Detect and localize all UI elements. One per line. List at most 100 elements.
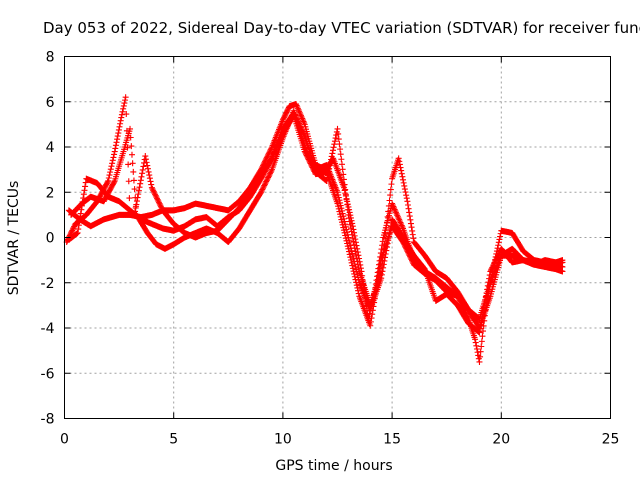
data-point [350,238,357,245]
data-point [338,216,345,223]
data-point [479,333,486,340]
data-point [337,202,344,209]
data-point [133,198,140,205]
data-point [491,259,498,266]
data-point [380,264,387,271]
data-point [353,251,360,258]
data-point [408,224,415,231]
data-point [477,353,484,360]
data-point [136,184,143,191]
data-point [125,161,132,168]
data-point [348,259,355,266]
data-point [130,168,137,175]
data-point [109,157,116,164]
data-point [340,227,347,234]
data-point [259,186,266,193]
data-point [395,155,402,162]
data-point [476,329,483,336]
data-point [264,153,271,160]
data-point [155,198,162,205]
data-point [297,124,304,131]
data-point [384,213,391,220]
data-point [152,191,159,198]
data-point [378,275,385,282]
data-point [335,203,342,210]
data-point [342,235,349,242]
data-point [378,271,385,278]
data-point [482,293,489,300]
data-point [346,218,353,225]
data-point [327,159,334,166]
data-point [78,206,85,213]
data-point [148,181,155,188]
data-point [400,179,407,186]
data-point [70,224,77,231]
data-point [292,112,299,119]
data-point [115,126,122,133]
data-point [559,257,566,264]
data-point [494,253,501,260]
data-point [330,147,337,154]
data-point [407,220,414,227]
data-point [491,260,498,267]
data-point [138,173,145,180]
data-point [399,173,406,180]
y-tick-label: 0 [46,231,55,247]
data-point [117,117,124,124]
data-point [80,191,87,198]
data-point [107,169,114,176]
data-point [152,192,159,199]
data-point [118,111,125,118]
data-point [106,172,113,179]
data-point [323,177,330,184]
data-point [329,150,336,157]
data-point [144,162,151,169]
data-point [407,216,414,223]
data-point [495,251,502,258]
x-tick-label: 5 [169,432,178,448]
data-point [131,211,138,218]
data-point [154,196,161,203]
data-point [260,183,267,190]
data-point [118,114,125,121]
data-point [330,144,337,151]
data-point [474,349,481,356]
data-point [404,202,411,209]
data-point [81,187,88,194]
data-point [351,241,358,248]
data-point [379,268,386,275]
data-point [68,228,75,235]
data-point [335,191,342,198]
data-point [346,239,353,246]
data-point [264,175,271,182]
data-point [473,346,480,353]
data-point [354,271,361,278]
data-point [74,229,81,236]
data-point [290,110,297,117]
data-point [150,188,157,195]
data-point [340,213,347,220]
data-point [299,128,306,135]
data-point [291,111,298,118]
data-point [409,257,416,264]
data-point [298,126,305,133]
data-point [496,236,503,243]
data-point [343,196,350,203]
data-point [335,194,342,201]
data-point [481,300,488,307]
data-point [337,213,344,220]
data-point [342,223,349,230]
data-point [122,94,129,101]
data-point [338,161,345,168]
data-point [108,163,115,170]
data-point [334,125,341,132]
data-point [338,156,345,163]
data-point [484,286,491,293]
data-point [69,227,76,234]
data-point [369,311,376,318]
data-point [120,105,127,112]
data-point [113,139,120,146]
data-point [268,156,275,163]
data-point [341,229,348,236]
data-point [331,138,338,145]
